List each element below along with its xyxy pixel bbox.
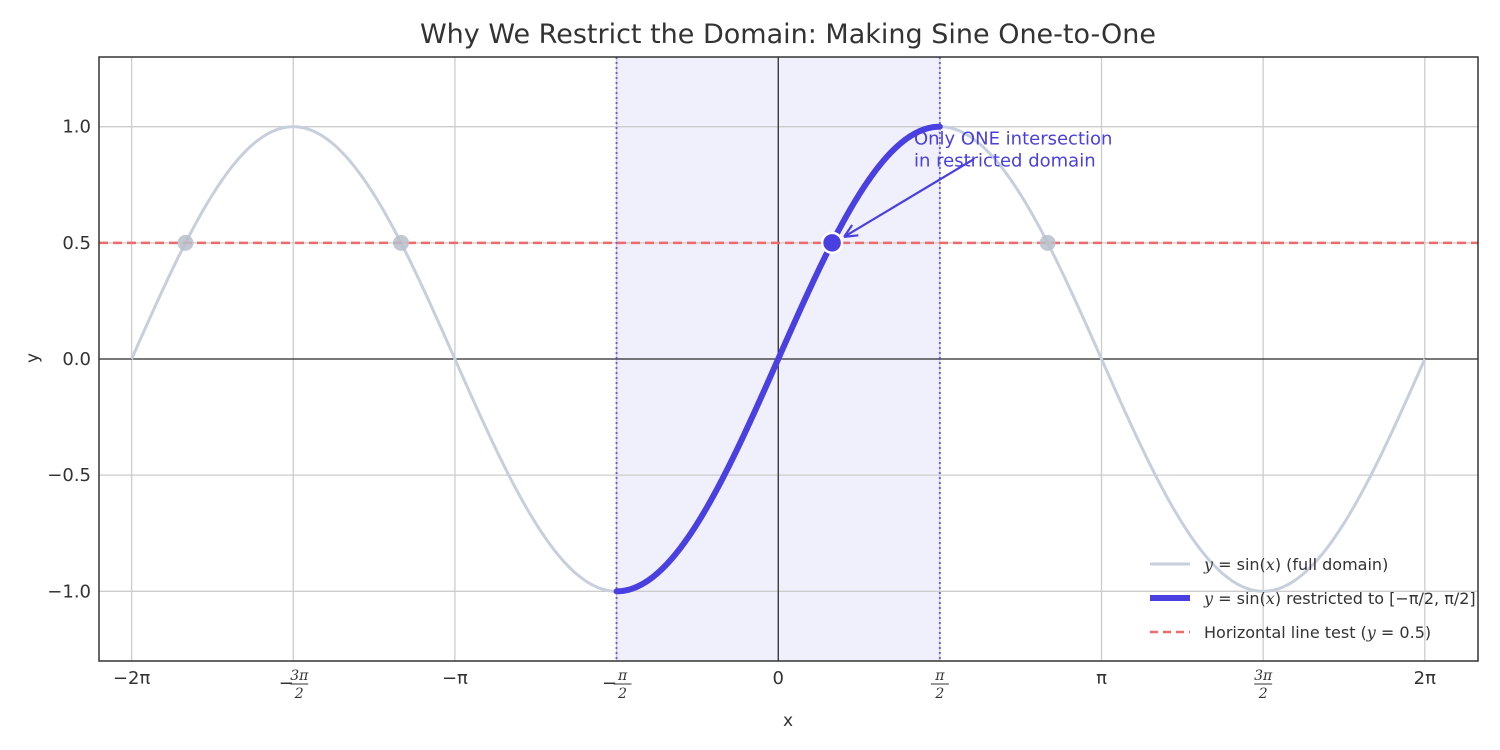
x-tick-denominator: 2 [294, 686, 304, 702]
x-tick-label: 0 [772, 668, 783, 689]
plot-frame [98, 56, 1479, 662]
x-tick-sign: − [602, 673, 617, 694]
y-tick-label: −0.5 [47, 465, 91, 486]
y-tick-label: 0.5 [62, 233, 91, 254]
annotation-text-line: Only ONE intersection [914, 128, 1112, 149]
legend: y = sin(x) (full domain) y = sin(x) restr… [1150, 555, 1476, 642]
x-tick-denominator: 2 [1258, 686, 1268, 702]
x-tick-label: π [1096, 668, 1107, 689]
annotation-arrow [843, 158, 975, 238]
x-tick-label: 3π2 [1254, 668, 1273, 702]
x-tick-label: −π [442, 668, 468, 689]
series-line-restricted [613, 123, 943, 595]
intersection-point-full [177, 234, 194, 251]
y-tick-label: −1.0 [47, 581, 91, 602]
legend-label-full: y = sin(x) (full domain) [1203, 555, 1388, 574]
x-tick-numerator: π [617, 668, 628, 684]
x-tick-label: −3π 2 [279, 668, 309, 702]
x-tick-numerator: π [934, 668, 945, 684]
legend-label-hline: Horizontal line test (y = 0.5) [1204, 623, 1431, 642]
y-axis-label: y [23, 353, 43, 363]
x-tick-label: − π 2 [602, 668, 632, 702]
x-tick-numerator: 3π [1254, 668, 1273, 684]
intersection-point-restricted [820, 231, 844, 255]
x-axis-label: x [783, 711, 793, 731]
x-tick-numerator: 3π [290, 668, 309, 684]
annotation-arrowhead [843, 224, 859, 238]
chart-title: Why We Restrict the Domain: Making Sine … [420, 19, 1156, 50]
x-tick-label: π2 [930, 668, 949, 702]
x-tick-denominator: 2 [934, 686, 944, 702]
annotation-text-line: in restricted domain [914, 150, 1096, 171]
x-tick-sign: − [279, 673, 294, 694]
intersection-point-full [393, 234, 410, 251]
y-tick-label: 0.0 [62, 349, 91, 370]
y-tick-label: 1.0 [62, 117, 91, 138]
x-tick-denominator: 2 [617, 686, 627, 702]
x-tick-label: 2π [1414, 668, 1436, 689]
legend-label-restricted: y = sin(x) restricted to [−π/2, π/2] [1203, 589, 1476, 608]
intersection-point-full [1039, 234, 1056, 251]
x-tick-label: −2π [113, 668, 151, 689]
